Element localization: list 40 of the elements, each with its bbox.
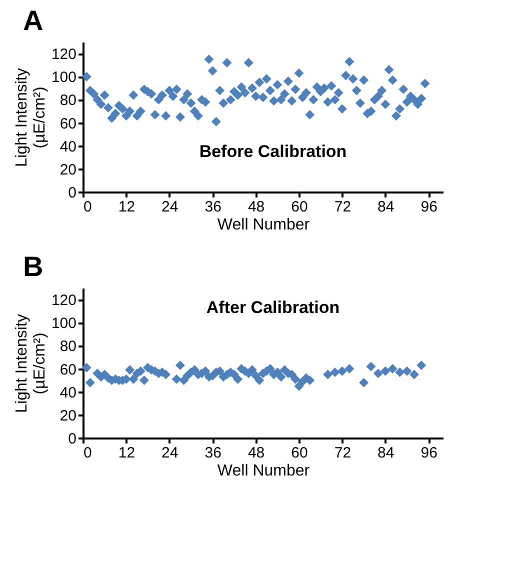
x-tick-label: 0 <box>84 198 92 216</box>
x-tick-label: 72 <box>334 444 352 462</box>
y-tick-label: 40 <box>60 384 76 402</box>
x-tick-label: 12 <box>118 444 136 462</box>
x-tick-label: 96 <box>420 444 438 462</box>
y-tick-label: 40 <box>60 138 76 156</box>
x-tick-label: 96 <box>420 198 438 216</box>
y-tick-label: 20 <box>60 161 76 178</box>
y-tick-label: 0 <box>68 184 76 202</box>
x-tick-label: 0 <box>84 444 92 462</box>
y-tick-label: 20 <box>60 407 76 424</box>
y-tick-label: 60 <box>60 361 76 378</box>
x-axis-title: Well Number <box>217 216 310 234</box>
y-tick-label: 80 <box>60 338 76 356</box>
y-tick-label: 120 <box>51 46 76 64</box>
x-tick-label: 36 <box>204 444 222 462</box>
x-tick-label: 60 <box>291 198 308 216</box>
y-tick-label: 100 <box>51 69 76 86</box>
chart-title: A <box>23 5 44 36</box>
annotation: Before Calibration <box>199 142 347 161</box>
x-tick-label: 12 <box>118 198 136 216</box>
y-tick-label: 100 <box>51 315 76 332</box>
y-tick-label: 0 <box>68 430 76 448</box>
x-tick-label: 24 <box>162 444 178 462</box>
y-tick-label: 80 <box>60 92 76 110</box>
x-tick-label: 84 <box>378 444 394 462</box>
y-tick-label: 120 <box>51 292 76 310</box>
x-axis-title: Well Number <box>217 462 310 480</box>
x-tick-label: 48 <box>248 444 265 462</box>
x-tick-label: 60 <box>291 444 308 462</box>
y-axis-title: Light Intensity (µE/cm²) <box>13 68 48 167</box>
annotation: After Calibration <box>206 298 340 317</box>
x-tick-label: 84 <box>378 198 394 216</box>
x-tick-label: 48 <box>248 198 265 216</box>
x-tick-label: 36 <box>204 198 222 216</box>
x-tick-label: 72 <box>334 198 352 216</box>
chart-title: B <box>23 251 44 282</box>
y-axis-title: Light Intensity (µE/cm²) <box>13 314 48 413</box>
y-tick-label: 60 <box>60 115 76 132</box>
x-tick-label: 24 <box>162 198 178 216</box>
